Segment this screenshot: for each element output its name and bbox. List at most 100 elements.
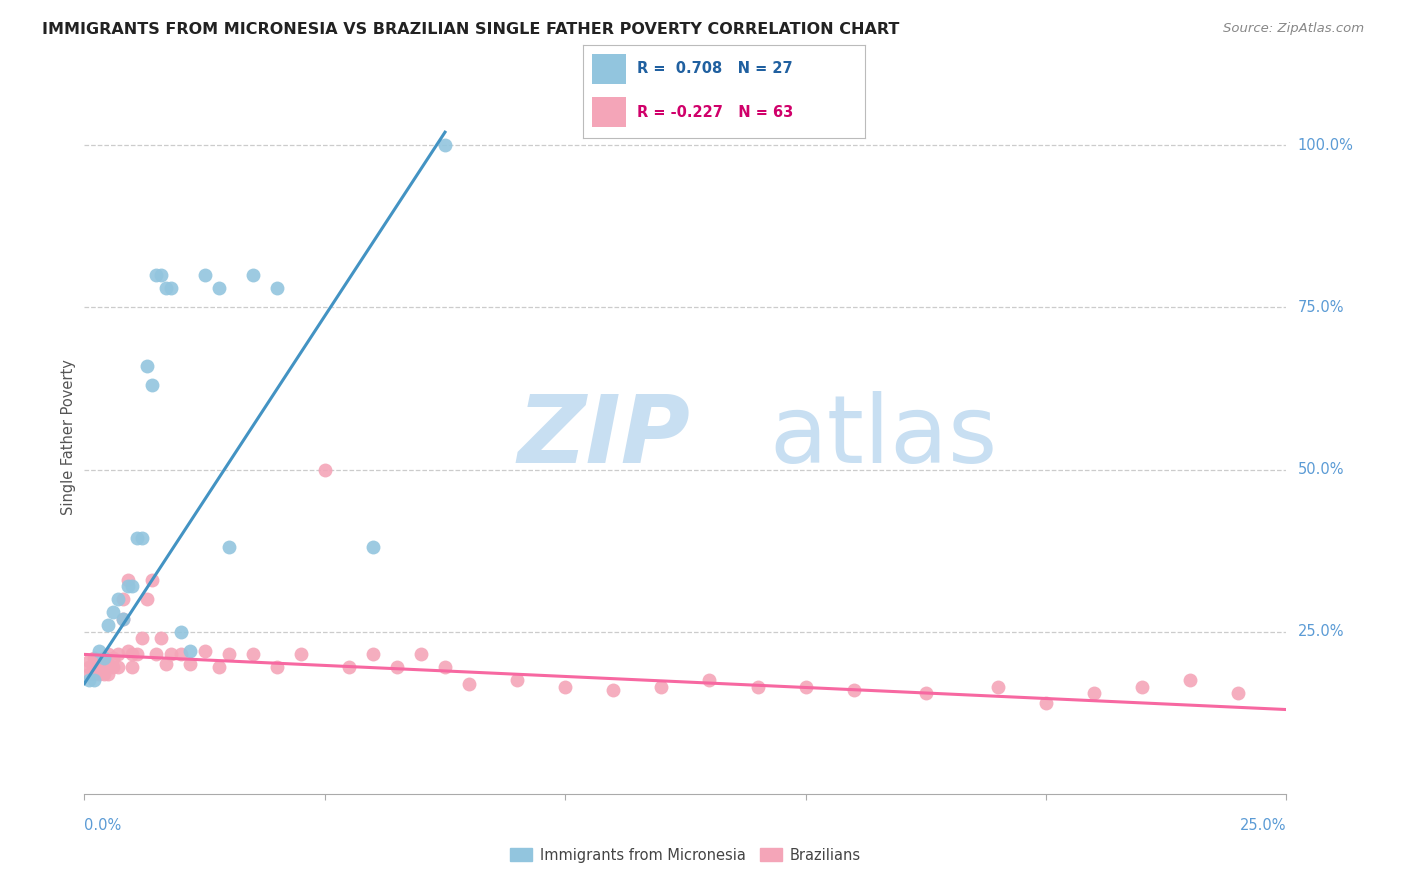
Point: [111, 612, 134, 626]
Point: [290, 648, 312, 662]
Point: [131, 531, 153, 545]
Point: [361, 648, 384, 662]
Point: [97, 618, 120, 632]
Point: [699, 673, 721, 688]
Point: [1035, 696, 1057, 710]
Point: [131, 631, 153, 645]
Point: [107, 648, 129, 662]
Point: [111, 612, 134, 626]
Text: IMMIGRANTS FROM MICRONESIA VS BRAZILIAN SINGLE FATHER POVERTY CORRELATION CHART: IMMIGRANTS FROM MICRONESIA VS BRAZILIAN …: [42, 22, 900, 37]
Point: [145, 648, 167, 662]
Point: [242, 648, 264, 662]
Point: [266, 660, 288, 674]
Point: [121, 648, 143, 662]
Point: [93, 660, 115, 674]
Point: [242, 268, 264, 282]
Point: [361, 541, 384, 555]
Point: [155, 281, 177, 295]
Point: [141, 573, 163, 587]
Point: [77, 654, 100, 668]
Point: [77, 660, 100, 674]
Text: 100.0%: 100.0%: [1298, 137, 1354, 153]
Point: [179, 657, 201, 672]
Point: [1130, 680, 1153, 694]
Point: [103, 660, 125, 674]
Text: Source: ZipAtlas.com: Source: ZipAtlas.com: [1223, 22, 1364, 36]
Point: [103, 605, 125, 619]
Point: [121, 660, 143, 674]
Point: [194, 268, 217, 282]
Point: [83, 666, 105, 681]
Point: [97, 666, 120, 681]
Point: [135, 592, 157, 607]
Point: [794, 680, 817, 694]
Point: [141, 378, 163, 392]
FancyBboxPatch shape: [592, 54, 626, 84]
Point: [554, 680, 576, 694]
Point: [218, 541, 240, 555]
Point: [127, 648, 149, 662]
Point: [602, 683, 624, 698]
Point: [179, 644, 201, 658]
Point: [77, 673, 100, 688]
Point: [87, 660, 110, 674]
Point: [169, 648, 191, 662]
Text: R = -0.227   N = 63: R = -0.227 N = 63: [637, 104, 793, 120]
Point: [117, 579, 139, 593]
Point: [145, 268, 167, 282]
Point: [117, 573, 139, 587]
Text: atlas: atlas: [769, 391, 998, 483]
Point: [409, 648, 432, 662]
Point: [83, 660, 105, 674]
Point: [194, 644, 217, 658]
Point: [434, 138, 457, 153]
Point: [103, 650, 125, 665]
Point: [93, 650, 115, 665]
Point: [434, 660, 457, 674]
Text: ZIP: ZIP: [517, 391, 690, 483]
Point: [842, 683, 865, 698]
Point: [121, 579, 143, 593]
Point: [458, 676, 481, 690]
Point: [1083, 686, 1105, 700]
Point: [314, 462, 336, 476]
Point: [83, 673, 105, 688]
Point: [1227, 686, 1250, 700]
Point: [915, 686, 938, 700]
Point: [155, 657, 177, 672]
Point: [77, 666, 100, 681]
Point: [650, 680, 672, 694]
Y-axis label: Single Father Poverty: Single Father Poverty: [60, 359, 76, 515]
Point: [150, 268, 173, 282]
Point: [93, 666, 115, 681]
FancyBboxPatch shape: [592, 97, 626, 127]
Point: [97, 648, 120, 662]
Point: [87, 644, 110, 658]
Point: [208, 660, 231, 674]
Point: [506, 673, 529, 688]
Point: [127, 531, 149, 545]
Point: [160, 281, 183, 295]
Point: [385, 660, 408, 674]
Point: [107, 592, 129, 607]
Text: R =  0.708   N = 27: R = 0.708 N = 27: [637, 62, 793, 77]
Point: [266, 281, 288, 295]
Point: [218, 648, 240, 662]
Point: [208, 281, 231, 295]
Point: [987, 680, 1010, 694]
Point: [135, 359, 157, 373]
Point: [747, 680, 769, 694]
Text: 25.0%: 25.0%: [1298, 624, 1344, 640]
Point: [160, 648, 183, 662]
Text: 0.0%: 0.0%: [84, 818, 121, 832]
Point: [97, 657, 120, 672]
Legend: Immigrants from Micronesia, Brazilians: Immigrants from Micronesia, Brazilians: [505, 842, 866, 869]
Point: [107, 660, 129, 674]
Point: [117, 644, 139, 658]
Text: 75.0%: 75.0%: [1298, 300, 1344, 315]
Point: [337, 660, 360, 674]
Point: [87, 666, 110, 681]
Point: [150, 631, 173, 645]
Point: [87, 654, 110, 668]
Text: 25.0%: 25.0%: [1240, 818, 1286, 832]
